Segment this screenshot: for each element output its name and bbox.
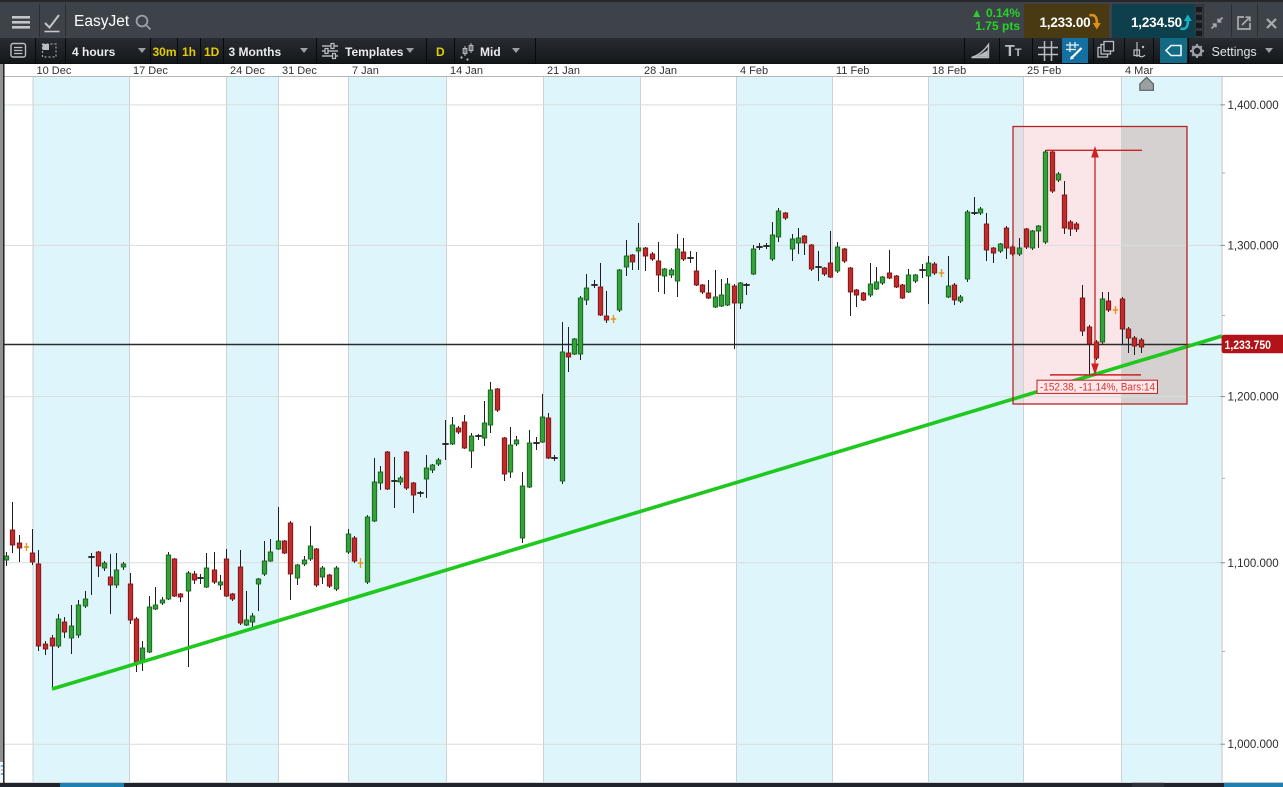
svg-text:25 Feb: 25 Feb [1027,65,1061,77]
svg-text:-152.38, -11.14%, Bars:14: -152.38, -11.14%, Bars:14 [1040,381,1155,393]
svg-text:10 Dec: 10 Dec [37,65,72,77]
svg-text:11 Feb: 11 Feb [836,65,869,77]
svg-text:17 Dec: 17 Dec [133,65,168,77]
svg-text:14 Jan: 14 Jan [450,65,483,77]
svg-text:18 Feb: 18 Feb [932,65,966,77]
svg-text:1,200.000: 1,200.000 [1228,392,1279,404]
svg-text:31 Dec: 31 Dec [282,65,317,77]
svg-text:7 Jan: 7 Jan [352,65,379,77]
svg-text:4 Feb: 4 Feb [740,65,768,77]
svg-text:1,000.000: 1,000.000 [1228,739,1279,751]
svg-text:21 Jan: 21 Jan [547,65,580,77]
svg-text:1,100.000: 1,100.000 [1228,558,1279,570]
svg-text:1,400.000: 1,400.000 [1228,100,1279,112]
svg-text:1,300.000: 1,300.000 [1228,240,1279,252]
svg-text:1,233.750: 1,233.750 [1225,338,1272,352]
svg-text:28 Jan: 28 Jan [644,65,677,77]
svg-text:24 Dec: 24 Dec [230,65,265,77]
svg-text:4 Mar: 4 Mar [1125,65,1153,77]
